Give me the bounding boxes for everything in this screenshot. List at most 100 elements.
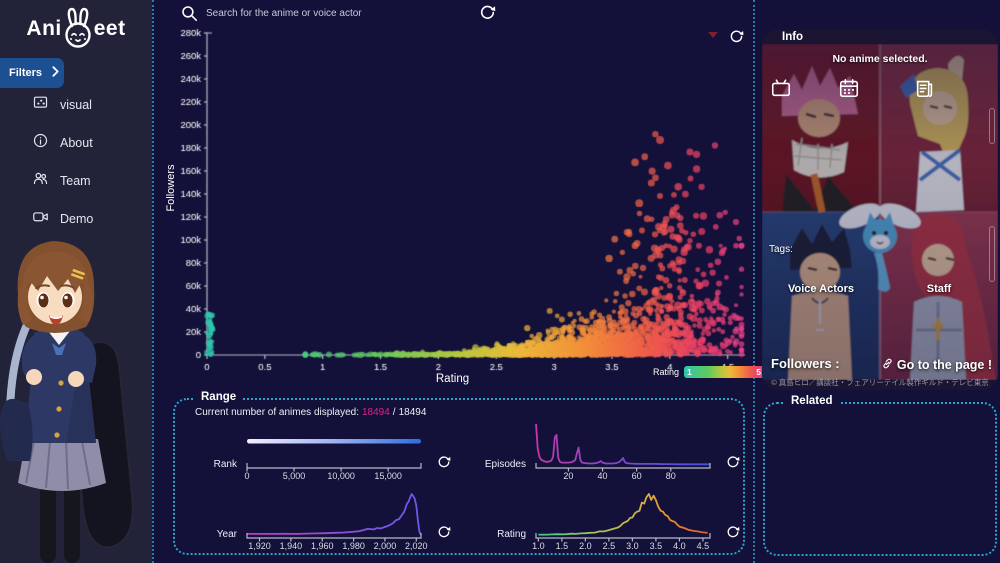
episodes-range-slider[interactable]: Episodes 20 40 60 80 — [470, 416, 746, 484]
range-title: Range — [195, 391, 243, 403]
team-icon — [32, 170, 49, 192]
axis-tick-label: 80 — [665, 471, 676, 481]
axis-tick-label: 4.0 — [673, 541, 686, 551]
link-icon — [881, 357, 894, 373]
sidebar-item-label: visual — [60, 98, 92, 112]
filters-button[interactable]: Filters — [0, 58, 64, 88]
year-range-slider[interactable]: Year 1,920 1,940 1,960 1,980 2,000 2,020 — [181, 486, 457, 554]
legend-max: 5 — [756, 367, 762, 377]
axis-tick-label: 1,960 — [310, 541, 334, 551]
go-to-page-link[interactable]: Go to the page ! — [881, 357, 992, 373]
mascot-character-image — [0, 231, 152, 563]
episodes-label: Episodes — [484, 459, 526, 470]
axis-tick-label: 15,000 — [374, 471, 402, 481]
axis-tick-label: 1,920 — [248, 541, 271, 551]
video-camera-icon — [32, 208, 49, 230]
info-panel: Info No anime selected. Tags: Voice Acto… — [762, 30, 998, 390]
legend-gradient-bar: 1 5 — [684, 366, 765, 378]
sidebar: Ani eet — [0, 0, 152, 563]
scroll-indicator[interactable] — [989, 226, 995, 282]
sidebar-nav: visual About Team Demo — [0, 86, 152, 238]
tags-label: Tags: — [769, 244, 793, 255]
search-refresh-button[interactable] — [479, 4, 496, 21]
y-axis-label: Followers — [165, 164, 177, 212]
count-label: Current number of animes displayed: — [195, 407, 359, 418]
info-overlay — [762, 44, 998, 380]
tv-icon — [770, 77, 792, 99]
rating-reset-button[interactable] — [726, 525, 740, 539]
sidebar-item-visual[interactable]: visual — [0, 86, 152, 124]
count-total: 18494 — [398, 407, 427, 418]
voice-actors-heading: Voice Actors — [787, 283, 855, 295]
year-label: Year — [216, 529, 237, 540]
axis-tick-label: 2,000 — [373, 541, 397, 551]
logo-text-suffix: eet — [93, 17, 126, 40]
axis-tick-label: 5,000 — [282, 471, 306, 481]
right-panel-divider — [753, 0, 755, 563]
go-to-page-label: Go to the page ! — [896, 358, 992, 372]
modebar-marker-icon — [708, 32, 718, 38]
search-input[interactable] — [206, 2, 466, 24]
axis-tick-label: 60 — [631, 471, 642, 481]
sidebar-item-label: About — [60, 136, 93, 150]
axis-tick-label: 2.0 — [579, 541, 592, 551]
no-anime-selected-message: No anime selected. — [832, 53, 928, 65]
range-section: Range Current number of animes displayed… — [173, 391, 746, 555]
chevron-right-icon — [49, 65, 62, 81]
count-separator: / — [392, 407, 396, 418]
search-icon — [180, 4, 199, 23]
anime-count: Current number of animes displayed: 18494… — [195, 407, 426, 418]
legend-min: 1 — [687, 367, 692, 377]
chart-refresh-button[interactable] — [729, 29, 744, 44]
axis-tick-label: 20 — [563, 471, 574, 481]
rating-label: Rating — [497, 529, 526, 540]
scroll-indicator[interactable] — [989, 108, 995, 144]
sidebar-item-label: Demo — [60, 212, 94, 226]
followers-label: Followers : — [771, 356, 840, 371]
staff-heading: Staff — [926, 283, 952, 295]
scatter-chart-icon — [32, 94, 49, 116]
rank-slider-track[interactable]: 0 5,000 10,000 15,000 — [243, 416, 427, 484]
info-icon — [32, 132, 49, 154]
logo-text-prefix: Ani — [26, 17, 62, 40]
rating-range-slider[interactable]: Rating 1.0 1.5 2.0 2.5 3.0 3.5 4.0 4.5 — [470, 486, 746, 554]
axis-tick-label: 2,020 — [405, 541, 428, 551]
app-logo: Ani eet — [0, 6, 152, 52]
calendar-icon — [838, 77, 860, 99]
related-title: Related — [785, 395, 839, 407]
related-section: Related — [763, 395, 997, 556]
scatter-plot[interactable] — [152, 25, 753, 377]
axis-tick-label: 10,000 — [327, 471, 355, 481]
count-current: 18494 — [361, 407, 390, 418]
rank-label: Rank — [213, 459, 237, 470]
sidebar-item-demo[interactable]: Demo — [0, 200, 152, 238]
axis-tick-label: 2.5 — [602, 541, 616, 551]
axis-tick-label: 3.5 — [649, 541, 663, 551]
episodes-reset-button[interactable] — [726, 455, 740, 469]
copyright-text: © 真島ヒロ／講談社・フェアリーテイル製作ギルド・テレビ東京 — [771, 378, 989, 387]
rating-histogram[interactable]: 1.0 1.5 2.0 2.5 3.0 3.5 4.0 4.5 — [532, 486, 716, 554]
rank-range-slider[interactable]: Rank 0 5,000 10,000 15,000 — [181, 416, 457, 484]
episodes-histogram[interactable]: 20 40 60 80 — [532, 416, 716, 484]
main-area: Followers Rating Rating 1 5 Range Curren… — [152, 0, 765, 563]
axis-tick-label: 1.5 — [555, 541, 569, 551]
notebook-icon — [914, 77, 936, 99]
axis-tick-label: 1.0 — [532, 541, 545, 551]
axis-tick-label: 1,980 — [342, 541, 365, 551]
rating-color-legend: Rating 1 5 — [653, 366, 765, 378]
axis-tick-label: 0 — [244, 471, 250, 481]
year-reset-button[interactable] — [437, 525, 451, 539]
axis-tick-label: 4.5 — [696, 541, 710, 551]
bunny-logo-icon — [60, 6, 96, 52]
sidebar-item-team[interactable]: Team — [0, 162, 152, 200]
axis-tick-label: 3.0 — [626, 541, 639, 551]
axis-tick-label: 1,940 — [279, 541, 303, 551]
filters-label: Filters — [9, 67, 43, 79]
sidebar-item-about[interactable]: About — [0, 124, 152, 162]
rank-reset-button[interactable] — [437, 455, 451, 469]
year-histogram[interactable]: 1,920 1,940 1,960 1,980 2,000 2,020 — [243, 486, 428, 554]
search-bar — [152, 0, 753, 26]
axis-tick-label: 40 — [597, 471, 608, 481]
x-axis-label: Rating — [435, 373, 470, 385]
